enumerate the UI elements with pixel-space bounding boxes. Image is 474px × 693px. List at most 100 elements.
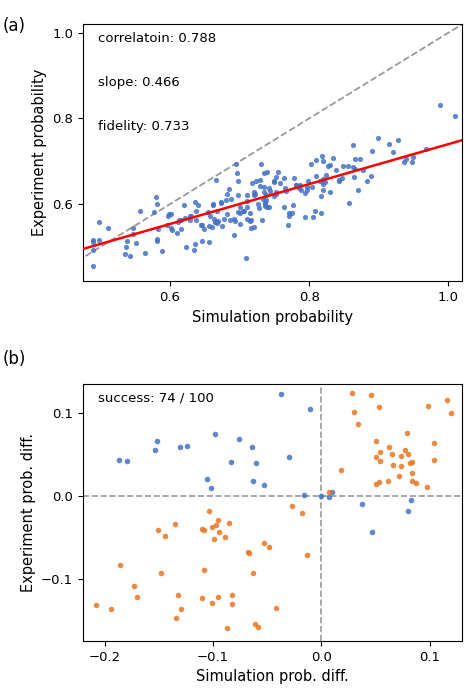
Point xyxy=(346,198,353,209)
Point xyxy=(173,227,181,238)
Point xyxy=(281,182,288,193)
Point xyxy=(136,206,144,217)
Point xyxy=(165,209,173,220)
Point xyxy=(408,157,416,168)
Point xyxy=(298,508,306,519)
Point xyxy=(182,213,189,224)
Point xyxy=(322,169,330,180)
Point xyxy=(422,143,430,155)
Point xyxy=(153,199,161,210)
Point xyxy=(235,433,242,444)
Point xyxy=(168,225,176,236)
Point xyxy=(251,186,258,198)
Point xyxy=(297,179,304,191)
Point xyxy=(230,213,237,225)
Point xyxy=(292,180,300,191)
Point xyxy=(237,207,244,218)
Point xyxy=(349,140,357,151)
Point xyxy=(312,155,319,166)
Point xyxy=(161,530,168,541)
Point xyxy=(218,198,225,209)
Point xyxy=(277,177,284,188)
Point xyxy=(223,208,230,219)
Point xyxy=(280,172,287,183)
Point xyxy=(423,481,431,492)
Point xyxy=(209,597,216,608)
Point xyxy=(388,448,396,459)
Point xyxy=(212,519,219,530)
Point xyxy=(354,419,361,430)
Point xyxy=(249,475,256,486)
Point xyxy=(242,252,250,263)
Point xyxy=(318,150,326,161)
Point xyxy=(191,197,199,208)
Point xyxy=(359,164,366,175)
Point xyxy=(326,486,333,498)
Point xyxy=(246,547,253,559)
Point xyxy=(164,211,172,222)
Point xyxy=(303,182,310,193)
Point xyxy=(211,428,219,439)
Point xyxy=(247,222,255,233)
Point xyxy=(186,215,194,226)
Point xyxy=(390,146,397,157)
Point xyxy=(375,476,383,487)
Point xyxy=(152,191,160,202)
X-axis label: Simulation prob. diff.: Simulation prob. diff. xyxy=(196,669,349,684)
Point xyxy=(126,251,133,262)
Point xyxy=(210,199,217,210)
Point xyxy=(368,527,376,538)
Text: (b): (b) xyxy=(2,350,26,368)
Point xyxy=(216,527,223,538)
Point xyxy=(274,167,282,178)
Point xyxy=(255,199,262,210)
Point xyxy=(214,218,221,229)
Point xyxy=(376,456,383,467)
Point xyxy=(205,237,213,248)
Point xyxy=(208,483,215,494)
Point xyxy=(260,186,268,198)
Point xyxy=(408,457,415,468)
Point xyxy=(227,193,235,204)
Point xyxy=(407,457,414,468)
Point xyxy=(186,210,194,221)
Point xyxy=(248,177,255,188)
Point xyxy=(201,524,208,535)
Point xyxy=(258,215,266,226)
Point xyxy=(205,221,213,232)
Point xyxy=(104,222,111,234)
Point xyxy=(108,604,115,615)
Point xyxy=(190,245,198,256)
Point xyxy=(259,193,267,204)
Point xyxy=(356,153,363,164)
Point xyxy=(228,590,236,601)
Point xyxy=(141,247,149,258)
Point xyxy=(288,208,296,219)
Point xyxy=(335,175,342,186)
Point xyxy=(329,153,337,164)
Point xyxy=(339,160,346,171)
Point xyxy=(374,132,382,143)
Point xyxy=(154,233,161,244)
Point xyxy=(175,214,183,225)
Point xyxy=(208,221,216,232)
Point xyxy=(209,521,216,532)
Point xyxy=(158,245,166,256)
Point xyxy=(90,234,97,245)
Point xyxy=(210,534,218,545)
Point xyxy=(337,465,345,476)
Point xyxy=(171,518,178,529)
Point xyxy=(321,177,328,188)
Point xyxy=(262,198,269,209)
Point xyxy=(129,229,137,240)
Point xyxy=(266,186,274,197)
Point xyxy=(176,441,184,453)
Point xyxy=(319,155,327,166)
Point xyxy=(272,602,280,613)
Point xyxy=(192,215,200,226)
Point xyxy=(301,187,309,198)
Point xyxy=(408,475,416,486)
Point xyxy=(231,216,239,227)
Point xyxy=(372,436,380,447)
Point xyxy=(95,216,103,227)
